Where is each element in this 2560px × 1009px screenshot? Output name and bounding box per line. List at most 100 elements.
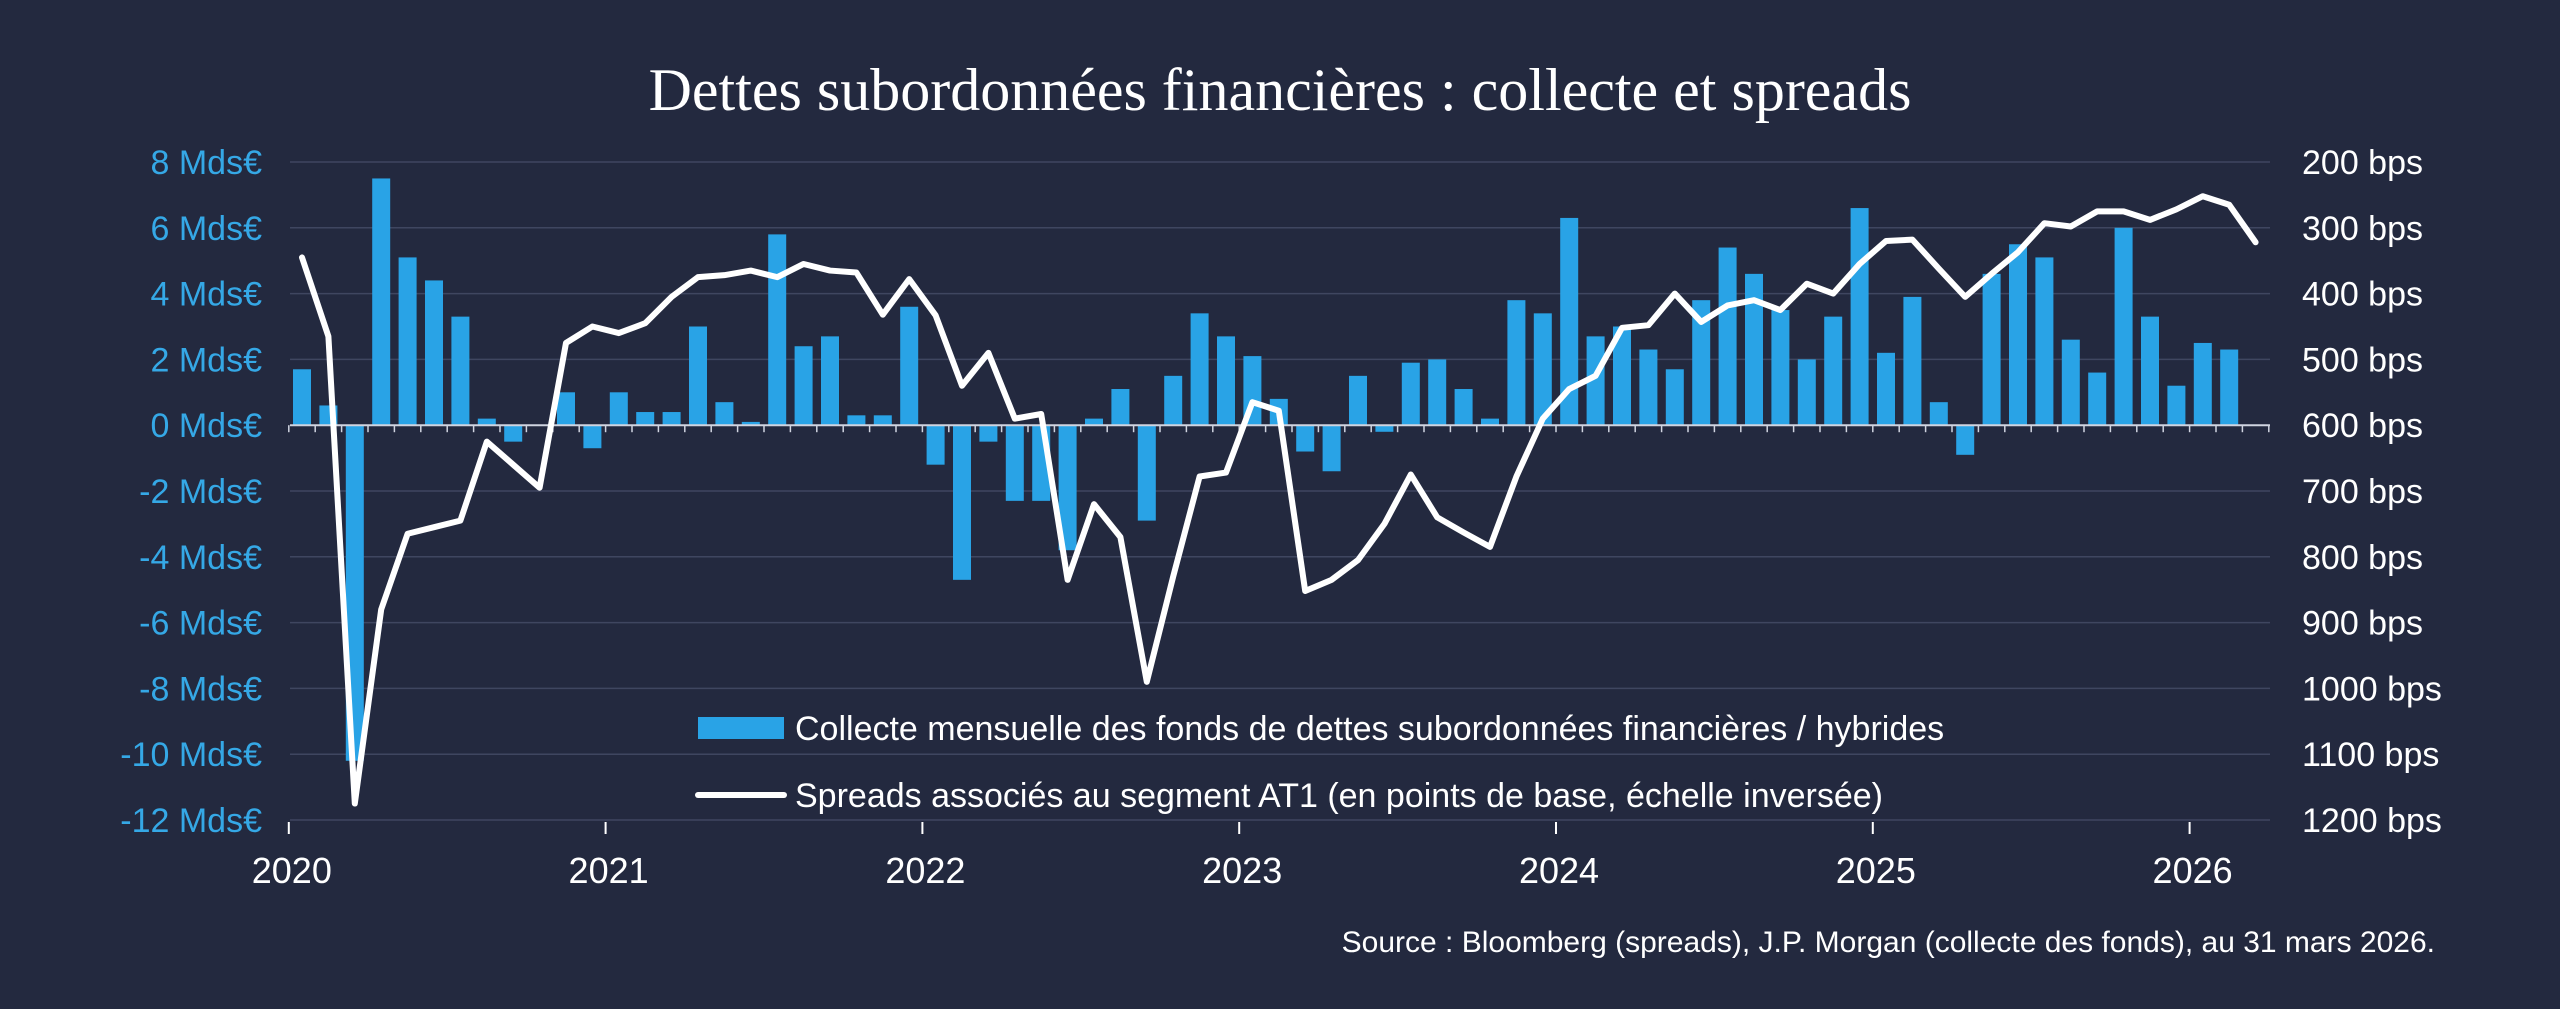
- bar: [583, 425, 602, 449]
- bar: [609, 392, 628, 426]
- bar: [1850, 208, 1869, 426]
- bar: [1824, 316, 1843, 426]
- y-right-tick-label: 700 bps: [2302, 473, 2423, 511]
- bar: [1137, 425, 1156, 521]
- bar: [1296, 425, 1315, 452]
- x-tick-label: 2024: [1519, 850, 1599, 891]
- x-tick-label: 2021: [569, 850, 649, 891]
- bar: [2035, 257, 2054, 426]
- y-left-tick-label: -10 Mds€: [120, 736, 262, 774]
- bar: [2220, 349, 2239, 426]
- bar-series: [293, 178, 2239, 761]
- bar: [1428, 359, 1447, 426]
- y-left-tick-label: 4 Mds€: [151, 276, 263, 314]
- bar: [2114, 227, 2133, 426]
- chart-title: Dettes subordonnées financières : collec…: [649, 57, 1912, 123]
- bar: [2088, 372, 2107, 426]
- spread-line-series: [299, 193, 2259, 807]
- y-right-tick-label: 1000 bps: [2302, 670, 2442, 708]
- bar: [2167, 385, 2186, 426]
- bar: [1454, 389, 1473, 426]
- bar: [979, 425, 998, 442]
- bar: [1797, 359, 1816, 426]
- legend-bar-swatch: [698, 717, 784, 739]
- y-left-tick-label: 8 Mds€: [151, 144, 263, 182]
- source-note: Source : Bloomberg (spreads), J.P. Morga…: [1342, 926, 2435, 959]
- bar: [1164, 375, 1183, 426]
- bar: [1507, 300, 1526, 426]
- y-left-tick-label: -8 Mds€: [139, 670, 262, 708]
- bar: [1665, 369, 1684, 426]
- bar: [821, 336, 839, 426]
- bar: [557, 392, 575, 426]
- y-right-tick-label: 300 bps: [2302, 210, 2423, 248]
- bar: [1058, 425, 1077, 551]
- legend-bar-label: Collecte mensuelle des fonds de dettes s…: [795, 710, 1944, 748]
- x-tick-label: 2026: [2153, 850, 2233, 891]
- bar: [1745, 273, 1763, 426]
- bar: [1481, 418, 1499, 426]
- bar: [1560, 217, 1579, 426]
- bar: [1718, 247, 1737, 426]
- bar: [1322, 425, 1341, 472]
- bar: [293, 369, 311, 426]
- bar: [372, 178, 391, 426]
- y-left-tick-label: -12 Mds€: [120, 802, 262, 840]
- bar: [794, 346, 813, 426]
- bar: [953, 425, 971, 580]
- bar: [1111, 389, 1130, 426]
- legend-line-label: Spreads associés au segment AT1 (en poin…: [795, 777, 1883, 815]
- x-tick-label: 2022: [885, 850, 965, 891]
- bar: [1085, 418, 1103, 426]
- bar: [1375, 425, 1394, 432]
- bar: [1005, 425, 1024, 501]
- y-right-tick-label: 400 bps: [2302, 276, 2423, 314]
- bar: [662, 412, 681, 426]
- bar: [451, 316, 470, 426]
- bar: [741, 421, 760, 426]
- spread-line: [299, 193, 2259, 807]
- gridlines: [290, 161, 2270, 821]
- x-axis: 2020 2021 2022 2023 2024 2025 2026: [252, 822, 2233, 891]
- x-tick-label: 2023: [1202, 850, 1282, 891]
- bar: [847, 415, 866, 426]
- y-left-tick-label: -4 Mds€: [139, 539, 262, 577]
- y-axis-left: 8 Mds€ 6 Mds€ 4 Mds€ 2 Mds€ 0 Mds€ -2 Mds€ -4 …: [120, 144, 262, 840]
- bar: [768, 234, 787, 426]
- bar: [1586, 336, 1605, 426]
- bar: [504, 425, 523, 442]
- y-right-tick-label: 1100 bps: [2302, 736, 2439, 774]
- bar: [926, 425, 945, 465]
- bar: [2061, 339, 2080, 426]
- bar: [1903, 296, 1922, 426]
- y-axis-right: 200 bps 300 bps 400 bps 500 bps 600 bps 700 b…: [2302, 144, 2442, 840]
- y-right-tick-label: 1200 bps: [2302, 802, 2442, 840]
- y-left-tick-label: 6 Mds€: [151, 210, 263, 248]
- y-right-tick-label: 200 bps: [2302, 144, 2423, 182]
- bar: [1349, 375, 1367, 426]
- bar: [1401, 362, 1420, 426]
- bar: [1982, 273, 2001, 426]
- bar: [1533, 313, 1552, 426]
- y-right-tick-label: 600 bps: [2302, 407, 2423, 445]
- y-left-tick-label: 0 Mds€: [151, 407, 263, 445]
- y-left-tick-label: 2 Mds€: [151, 341, 263, 379]
- bar: [477, 418, 496, 426]
- bar: [398, 257, 417, 426]
- bar: [1190, 313, 1209, 426]
- bar: [2009, 244, 2027, 426]
- bar: [1877, 352, 1895, 426]
- y-right-tick-label: 800 bps: [2302, 539, 2423, 577]
- bar: [715, 402, 734, 426]
- bar: [1956, 425, 1975, 455]
- bar: [873, 415, 892, 426]
- bar: [1639, 349, 1658, 426]
- bar: [1771, 310, 1790, 426]
- bar: [689, 326, 707, 426]
- bar: [2141, 316, 2159, 426]
- bar: [1217, 336, 1235, 426]
- x-tick-label: 2025: [1836, 850, 1916, 891]
- y-right-tick-label: 500 bps: [2302, 341, 2423, 379]
